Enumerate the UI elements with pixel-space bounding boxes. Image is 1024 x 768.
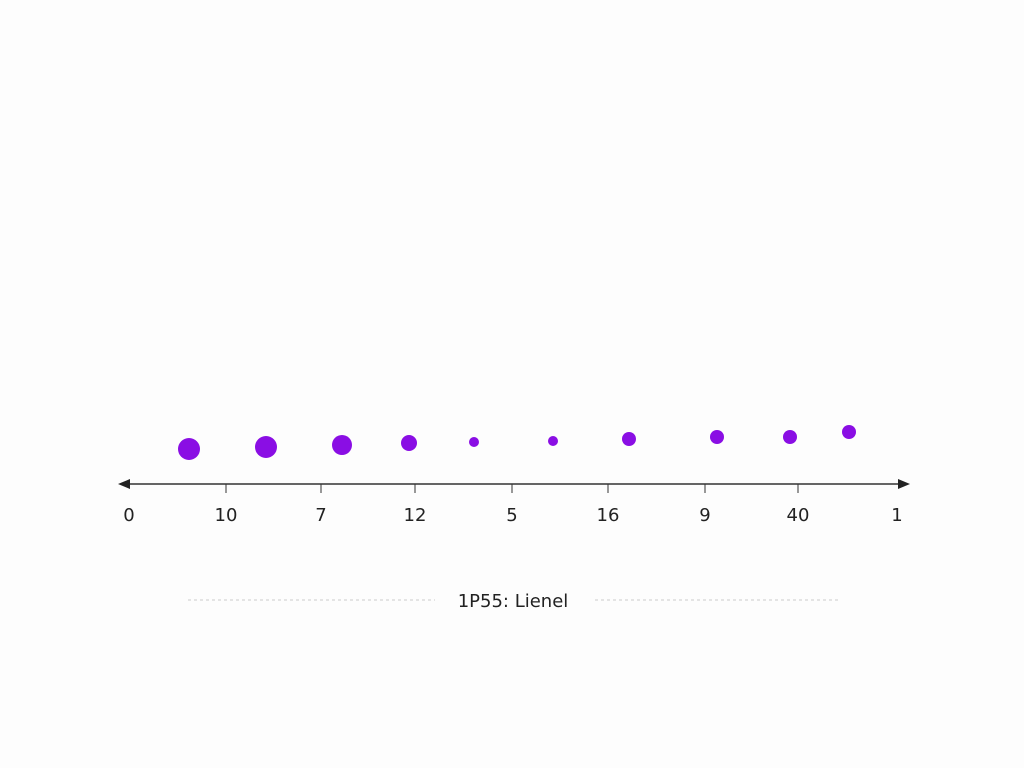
axis-label: 10 (215, 505, 238, 526)
dot (332, 435, 352, 455)
axis-label: 5 (506, 505, 517, 526)
axis-label: 9 (699, 505, 710, 526)
dot (842, 425, 856, 439)
dot (783, 430, 797, 444)
dots (178, 425, 856, 460)
dot (469, 437, 479, 447)
caption: 1P55: Lienel (458, 591, 569, 612)
dot (622, 432, 636, 446)
arrow-right (898, 479, 910, 489)
axis-label: 1 (891, 505, 902, 526)
dot (255, 436, 277, 458)
dot (178, 438, 200, 460)
arrow-left (118, 479, 130, 489)
number-line (118, 479, 910, 493)
axis-label: 12 (404, 505, 427, 526)
axis-label: 40 (787, 505, 810, 526)
dot (548, 436, 558, 446)
dot (401, 435, 417, 451)
axis-label: 7 (315, 505, 326, 526)
dot (710, 430, 724, 444)
axis-label: 0 (123, 505, 134, 526)
axis-label: 16 (597, 505, 620, 526)
axis-labels: 0 10 7 12 5 16 9 40 1 (123, 505, 902, 526)
